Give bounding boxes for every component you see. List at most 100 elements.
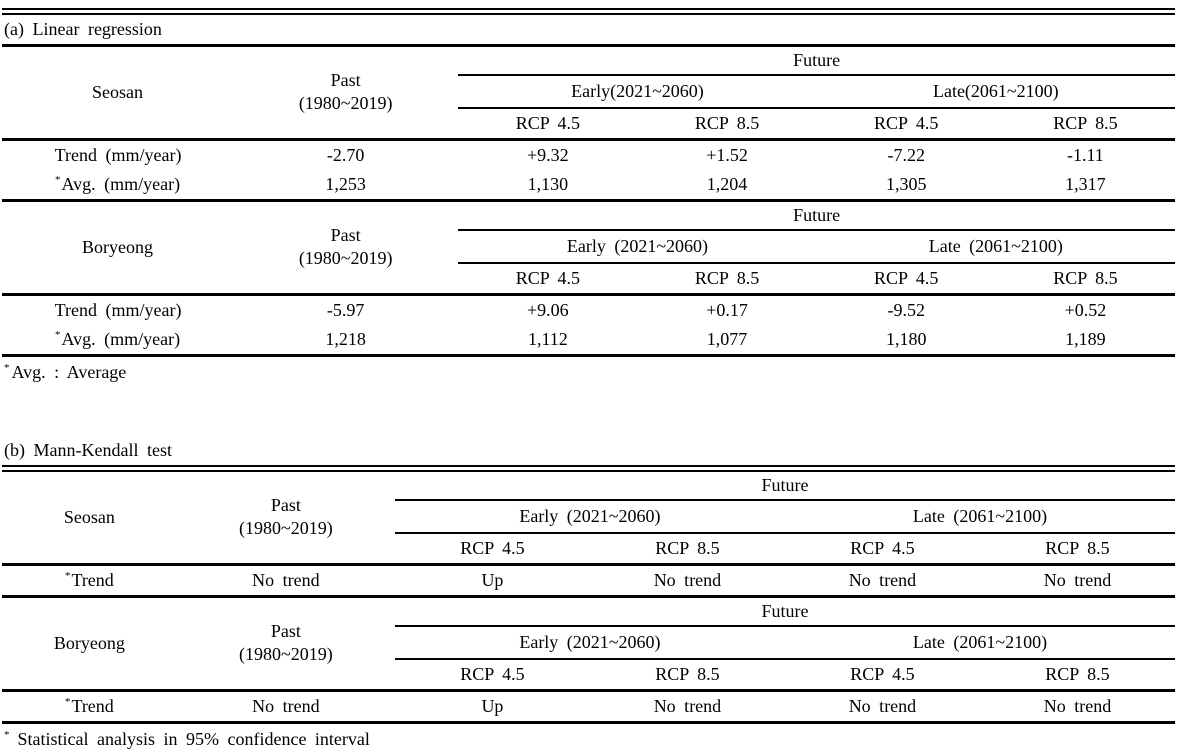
location-label: Seosan (2, 472, 177, 566)
past-period-header: Past (1980~2019) (233, 200, 459, 296)
data-cell: No trend (979, 564, 1175, 598)
location-label: Seosan (2, 45, 234, 141)
header-row-future: Seosan Past (1980~2019) Future (2, 472, 1175, 566)
header-row-rcp: RCP 4.5 RCP 8.5 RCP 4.5 RCP 8.5 (2, 108, 1175, 141)
data-row-trend: Trend (mm/year) -5.97 +9.06 +0.17 -9.52 … (2, 295, 1175, 326)
data-cell: 1,305 (816, 170, 996, 202)
footnote-marker: * (4, 729, 10, 741)
header-row-future: Seosan Past (1980~2019) Future (2, 45, 1175, 141)
rcp-header: RCP 4.5 (784, 533, 980, 566)
data-cell: No trend (784, 690, 980, 724)
data-cell: -2.70 (326, 145, 365, 165)
rcp-header: RCP 8.5 (589, 659, 785, 692)
row-label: *Avg. (mm/year) (2, 170, 234, 202)
data-cell: Up (394, 690, 590, 724)
late-period-header: Late (2061~2100) (816, 230, 1175, 264)
data-cell: +9.06 (527, 300, 569, 320)
early-period-header: Early (2021~2060) (394, 500, 785, 534)
footnote-marker: * (54, 329, 61, 341)
future-header: Future (458, 200, 1175, 231)
table-mann-kendall: Seosan Past (1980~2019) Future Early (20… (2, 472, 1175, 724)
header-row-future: Boryeong Past (1980~2019) Future (2, 200, 1175, 296)
data-cell: 1,130 (458, 170, 638, 202)
data-cell: +0.52 (1064, 300, 1107, 320)
header-row-rcp: RCP 4.5 RCP 8.5 RCP 4.5 RCP 8.5 (2, 533, 1175, 566)
data-cell: 1,218 (233, 325, 459, 357)
data-cell: 1,204 (637, 170, 817, 202)
data-cell: 1,317 (995, 170, 1175, 202)
data-row-trend: *Trend No trend Up No trend No trend No … (2, 564, 1175, 598)
rcp-header: RCP 8.5 (589, 533, 785, 566)
past-range-label: (1980~2019) (238, 644, 333, 664)
past-period-header: Past (1980~2019) (176, 472, 395, 566)
footnote-marker: * (64, 696, 71, 708)
rcp-header: RCP 8.5 (979, 659, 1175, 692)
data-cell: -9.52 (887, 300, 925, 320)
data-cell: Up (394, 564, 590, 598)
header-row-rcp: RCP 4.5 RCP 8.5 RCP 4.5 RCP 8.5 (2, 659, 1175, 692)
header-row-rcp: RCP 4.5 RCP 8.5 RCP 4.5 RCP 8.5 (2, 263, 1175, 296)
past-label: Past (330, 225, 361, 245)
row-label: *Trend (2, 564, 177, 598)
past-period-header: Past (1980~2019) (233, 45, 459, 141)
section-linear-regression: (a) Linear regression Seosan Past (1980~… (2, 8, 1175, 385)
row-label: *Avg. (mm/year) (2, 325, 234, 357)
data-row-avg: *Avg. (mm/year) 1,218 1,112 1,077 1,180 … (2, 325, 1175, 357)
row-label: *Trend (2, 690, 177, 724)
data-cell: +9.32 (527, 145, 569, 165)
data-cell: No trend (979, 690, 1175, 724)
future-header: Future (394, 472, 1175, 501)
data-cell: 1,253 (233, 170, 459, 202)
footnote-text: Avg. : Average (11, 362, 127, 382)
early-period-header: Early (2021~2060) (394, 626, 785, 660)
data-cell: 1,077 (637, 325, 817, 357)
footnote-marker: * (54, 174, 61, 186)
rcp-header: RCP 4.5 (394, 533, 590, 566)
future-header: Future (458, 45, 1175, 76)
header-row-period: Early (2021~2060) Late (2061~2100) (2, 626, 1175, 660)
rcp-header: RCP 4.5 (816, 263, 996, 296)
header-row-period: Early (2021~2060) Late (2061~2100) (2, 230, 1175, 264)
data-cell: No trend (784, 564, 980, 598)
row-label-text: Avg. (mm/year) (61, 329, 181, 349)
late-period-header: Late (2061~2100) (784, 626, 1175, 660)
past-label: Past (270, 495, 301, 515)
rcp-header: RCP 4.5 (816, 108, 996, 141)
data-cell: -1.11 (1066, 145, 1104, 165)
data-row-avg: *Avg. (mm/year) 1,253 1,130 1,204 1,305 … (2, 170, 1175, 202)
double-rule-table-b (2, 465, 1175, 472)
past-range-label: (1980~2019) (238, 518, 333, 538)
location-label: Boryeong (2, 200, 234, 296)
footnote-marker: * (64, 570, 71, 582)
past-label: Past (270, 621, 301, 641)
future-header: Future (394, 596, 1175, 627)
data-cell: No trend (176, 564, 395, 598)
rcp-header: RCP 8.5 (995, 263, 1175, 296)
rcp-header: RCP 4.5 (458, 263, 638, 296)
early-period-header: Early (2021~2060) (458, 230, 817, 264)
rcp-header: RCP 8.5 (995, 108, 1175, 141)
header-row-future: Boryeong Past (1980~2019) Future (2, 596, 1175, 692)
data-cell: No trend (589, 690, 785, 724)
row-label-text: Avg. (mm/year) (61, 174, 181, 194)
header-row-period: Early (2021~2060) Late (2061~2100) (2, 500, 1175, 534)
table-linear-regression: Seosan Past (1980~2019) Future Early(202… (2, 44, 1175, 357)
rcp-header: RCP 8.5 (637, 263, 817, 296)
data-cell: +0.17 (706, 300, 748, 320)
row-label-text: Trend (71, 696, 114, 716)
table-b-title: (b) Mann-Kendall test (4, 440, 172, 460)
rcp-header: RCP 4.5 (394, 659, 590, 692)
row-label: Trend (mm/year) (2, 295, 233, 326)
rcp-header: RCP 8.5 (979, 533, 1175, 566)
late-period-header: Late(2061~2100) (816, 75, 1175, 109)
section-mann-kendall: (b) Mann-Kendall test Seosan Past (1980~… (2, 436, 1175, 752)
past-range-label: (1980~2019) (298, 248, 393, 268)
data-row-trend: *Trend No trend Up No trend No trend No … (2, 690, 1175, 724)
data-cell: No trend (176, 690, 395, 724)
data-cell: +1.52 (706, 145, 748, 165)
rcp-header: RCP 8.5 (637, 108, 817, 141)
table-a-title: (a) Linear regression (4, 19, 162, 39)
data-cell: -7.22 (887, 145, 925, 165)
data-cell: 1,189 (995, 325, 1175, 357)
